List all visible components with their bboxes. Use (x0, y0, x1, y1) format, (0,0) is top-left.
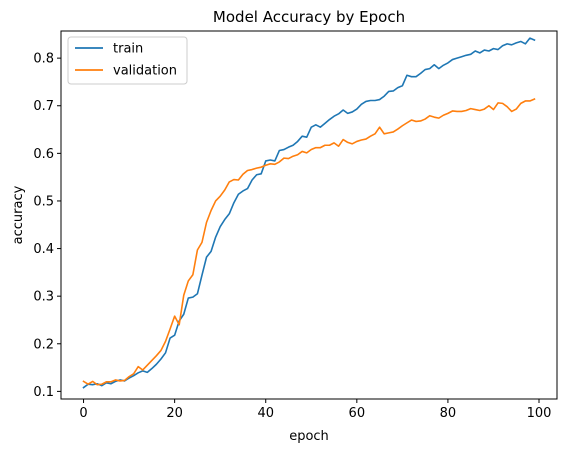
series-layer (82, 37, 536, 389)
x-axis-label: epoch (289, 429, 329, 444)
x-tick-label: 40 (257, 406, 274, 421)
plot-frame (60, 30, 558, 400)
y-tick-label: 0.3 (33, 290, 54, 305)
y-tick-label: 0.4 (33, 242, 54, 257)
y-axis-ticks: 0.1 0.2 0.3 0.4 0.5 0.6 0.7 0.8 (33, 52, 61, 400)
y-tick-label: 0.7 (33, 99, 54, 114)
x-tick-label: 60 (349, 406, 366, 421)
y-tick-label: 0.5 (33, 194, 54, 209)
y-tick-label: 0.6 (33, 147, 54, 162)
series-line-validation (82, 98, 536, 386)
x-tick-label: 100 (527, 406, 552, 421)
series-line-train (82, 37, 536, 389)
legend-label-validation: validation (113, 64, 177, 79)
x-axis-ticks: 0 20 40 60 80 100 (79, 399, 551, 421)
legend: train validation (67, 36, 188, 85)
y-axis-label: accuracy (11, 185, 26, 244)
x-tick-label: 0 (79, 406, 87, 421)
legend-label-train: train (113, 42, 143, 57)
y-tick-label: 0.1 (33, 385, 54, 400)
chart-title: Model Accuracy by Epoch (213, 8, 405, 26)
y-tick-label: 0.8 (33, 52, 54, 67)
y-tick-label: 0.2 (33, 337, 54, 352)
x-tick-label: 20 (166, 406, 183, 421)
x-tick-label: 80 (440, 406, 457, 421)
